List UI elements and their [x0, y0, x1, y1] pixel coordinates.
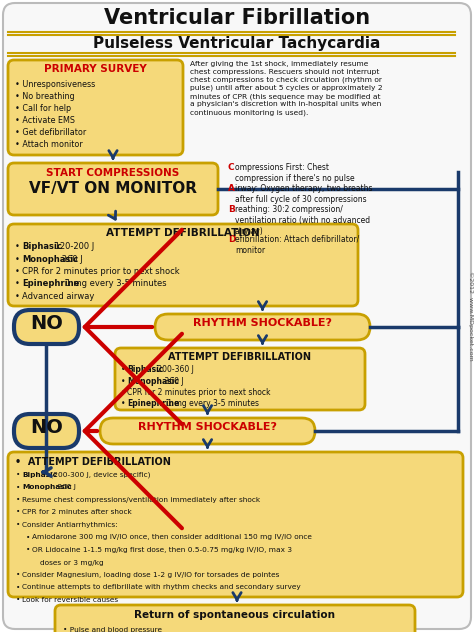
FancyBboxPatch shape: [3, 3, 471, 629]
Text: Biphasic: Biphasic: [22, 472, 57, 478]
Text: • Unresponsiveness: • Unresponsiveness: [15, 80, 95, 89]
Text: •: •: [16, 585, 20, 590]
Text: ATTEMPT DEFIBRILLATION: ATTEMPT DEFIBRILLATION: [168, 352, 311, 362]
Text: •: •: [26, 547, 30, 553]
FancyBboxPatch shape: [14, 414, 79, 448]
Text: D: D: [228, 235, 236, 244]
FancyBboxPatch shape: [14, 310, 79, 344]
Text: •: •: [16, 572, 20, 578]
FancyBboxPatch shape: [8, 60, 183, 155]
Text: 360 J: 360 J: [55, 485, 76, 490]
FancyBboxPatch shape: [8, 452, 463, 597]
Text: irway: Oxygen therapy, two breaths
after full cycle of 30 compressions: irway: Oxygen therapy, two breaths after…: [235, 184, 373, 204]
Text: 1 mg every 3-5 minutes: 1 mg every 3-5 minutes: [165, 399, 259, 408]
FancyBboxPatch shape: [115, 348, 365, 410]
Text: Monophasic: Monophasic: [127, 377, 179, 386]
Text: • No breathing: • No breathing: [15, 92, 74, 101]
Text: Ventricular Fibrillation: Ventricular Fibrillation: [104, 8, 370, 28]
Text: •: •: [15, 279, 20, 288]
Text: • Get defibrillator: • Get defibrillator: [15, 128, 86, 137]
Text: 200-360 J: 200-360 J: [155, 365, 194, 374]
Text: Pulseless Ventricular Tachycardia: Pulseless Ventricular Tachycardia: [93, 36, 381, 51]
Text: Monophasic: Monophasic: [22, 255, 78, 264]
Text: CPR for 2 minutes prior to next shock: CPR for 2 minutes prior to next shock: [127, 388, 271, 397]
Text: NO: NO: [30, 314, 63, 333]
Text: CPR for 2 minutes prior to next shock: CPR for 2 minutes prior to next shock: [22, 267, 180, 276]
Text: Advanced airway: Advanced airway: [22, 292, 94, 301]
Text: Consider Antiarrhythmics:: Consider Antiarrhythmics:: [22, 522, 118, 528]
Text: Return of spontaneous circulation: Return of spontaneous circulation: [135, 610, 336, 620]
Text: Look for reversible causes: Look for reversible causes: [22, 597, 118, 603]
Text: Continue attempts to defibrillate with rhythm checks and secondary survey: Continue attempts to defibrillate with r…: [22, 585, 301, 590]
Text: •: •: [121, 399, 126, 408]
Text: •: •: [15, 292, 20, 301]
Text: After giving the 1st shock, immediately resume
chest compressions. Rescuers shou: After giving the 1st shock, immediately …: [190, 61, 383, 116]
Text: • Activate EMS: • Activate EMS: [15, 116, 75, 125]
FancyBboxPatch shape: [55, 605, 415, 632]
Text: •: •: [26, 535, 30, 540]
Text: •: •: [15, 255, 20, 264]
Text: Amiodarone 300 mg IV/IO once, then consider additional 150 mg IV/IO once: Amiodarone 300 mg IV/IO once, then consi…: [32, 535, 312, 540]
Text: •: •: [16, 522, 20, 528]
Text: 120-200 J: 120-200 J: [52, 242, 94, 251]
Text: • Pulse and blood pressure: • Pulse and blood pressure: [63, 627, 162, 632]
Text: •: •: [16, 597, 20, 603]
Text: Consider Magnesium, loading dose 1-2 g IV/IO for torsades de pointes: Consider Magnesium, loading dose 1-2 g I…: [22, 572, 279, 578]
FancyBboxPatch shape: [100, 418, 315, 444]
Text: Biphasic: Biphasic: [127, 365, 164, 374]
FancyBboxPatch shape: [8, 224, 358, 306]
Text: efibrillation: Attach defibrillator/
monitor: efibrillation: Attach defibrillator/ mon…: [235, 235, 359, 255]
Text: 1 mg every 3-5 minutes: 1 mg every 3-5 minutes: [63, 279, 166, 288]
Text: •  ATTEMPT DEFIBRILLATION: • ATTEMPT DEFIBRILLATION: [15, 457, 171, 467]
Text: •: •: [16, 485, 20, 490]
Text: B: B: [228, 205, 235, 214]
Text: CPR for 2 minutes after shock: CPR for 2 minutes after shock: [22, 509, 132, 516]
Text: •: •: [16, 509, 20, 516]
Text: • Attach monitor: • Attach monitor: [15, 140, 83, 149]
Text: OR Lidocaine 1-1.5 mg/kg first dose, then 0.5-0.75 mg/kg IV/IO, max 3: OR Lidocaine 1-1.5 mg/kg first dose, the…: [32, 547, 292, 553]
Text: •: •: [15, 267, 20, 276]
Text: ompressions First: Chest
compression if there's no pulse: ompressions First: Chest compression if …: [235, 163, 355, 183]
Text: •: •: [16, 497, 20, 503]
Text: •: •: [16, 472, 20, 478]
Text: RHYTHM SHOCKABLE?: RHYTHM SHOCKABLE?: [138, 422, 277, 432]
Text: Resume chest compressions/ventilation immediately after shock: Resume chest compressions/ventilation im…: [22, 497, 260, 503]
Text: A: A: [228, 184, 235, 193]
Text: START COMPRESSIONS: START COMPRESSIONS: [46, 168, 180, 178]
FancyBboxPatch shape: [8, 163, 218, 215]
Text: ©2012  www.MDpocket.com: ©2012 www.MDpocket.com: [468, 271, 474, 361]
Text: Monophasic: Monophasic: [22, 485, 72, 490]
Text: 360 J: 360 J: [162, 377, 183, 386]
Text: • Call for help: • Call for help: [15, 104, 71, 113]
Text: •: •: [121, 365, 126, 374]
Text: ATTEMPT DEFIBRILLATION: ATTEMPT DEFIBRILLATION: [106, 228, 260, 238]
Text: Epinephrine: Epinephrine: [127, 399, 179, 408]
Text: Biphasic: Biphasic: [22, 242, 62, 251]
Text: 360 J: 360 J: [59, 255, 83, 264]
Text: reathing: 30:2 compression/
ventilation ratio (with no advanced
airway): reathing: 30:2 compression/ ventilation …: [235, 205, 370, 236]
Text: Epinephrine: Epinephrine: [22, 279, 79, 288]
Text: •: •: [121, 388, 126, 397]
Text: C: C: [228, 163, 235, 172]
Text: (200-300 J, device specific): (200-300 J, device specific): [48, 472, 151, 478]
Text: PRIMARY SURVEY: PRIMARY SURVEY: [44, 64, 147, 74]
FancyBboxPatch shape: [155, 314, 370, 340]
Text: •: •: [15, 242, 20, 251]
Text: •: •: [121, 377, 126, 386]
Text: NO: NO: [30, 418, 63, 437]
Text: VF/VT ON MONITOR: VF/VT ON MONITOR: [29, 181, 197, 196]
Text: RHYTHM SHOCKABLE?: RHYTHM SHOCKABLE?: [193, 318, 332, 328]
Text: doses or 3 mg/kg: doses or 3 mg/kg: [40, 559, 104, 566]
